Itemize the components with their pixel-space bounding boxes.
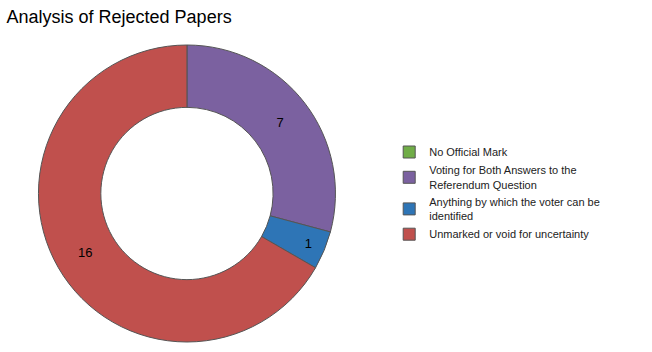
svg-text:7: 7 xyxy=(276,115,283,130)
svg-text:16: 16 xyxy=(78,245,92,260)
svg-text:Voting for Both Answers to the: Voting for Both Answers to theReferendum… xyxy=(429,164,576,190)
svg-text:No Official Mark: No Official Mark xyxy=(429,146,508,158)
svg-text:1: 1 xyxy=(305,236,312,251)
svg-text:Analysis of Rejected Papers: Analysis of Rejected Papers xyxy=(7,7,232,27)
svg-text:Unmarked or void for uncertain: Unmarked or void for uncertainty xyxy=(429,228,589,240)
svg-text:Anything by which the voter ca: Anything by which the voter can beidenti… xyxy=(429,196,600,222)
